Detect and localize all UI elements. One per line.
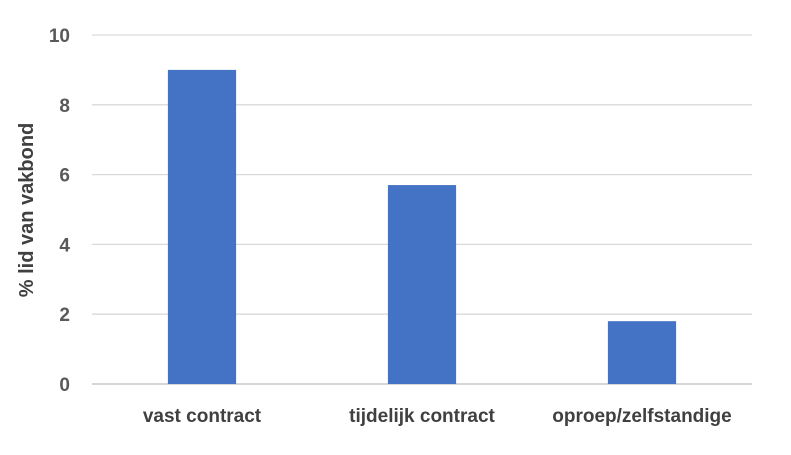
y-tick-label: 10 [49, 26, 70, 47]
x-category-label: tijdelijk contract [349, 406, 495, 427]
x-category-label: vast contract [143, 406, 262, 427]
y-tick-label: 0 [59, 375, 70, 396]
y-axis-title: % lid van vakbond [16, 123, 38, 297]
y-axis-ticks: 0 2 4 6 8 10 [49, 26, 71, 396]
x-category-label: oproep/zelfstandige [552, 406, 731, 427]
bar [387, 185, 457, 384]
bars [167, 69, 677, 385]
bar [167, 69, 237, 385]
y-tick-label: 2 [59, 305, 70, 326]
y-tick-label: 8 [59, 96, 70, 117]
y-tick-label: 4 [59, 235, 70, 256]
bar [607, 321, 677, 384]
x-axis-categories: vast contract tijdelijk contract oproep/ze… [143, 406, 732, 427]
y-tick-label: 6 [59, 166, 70, 187]
